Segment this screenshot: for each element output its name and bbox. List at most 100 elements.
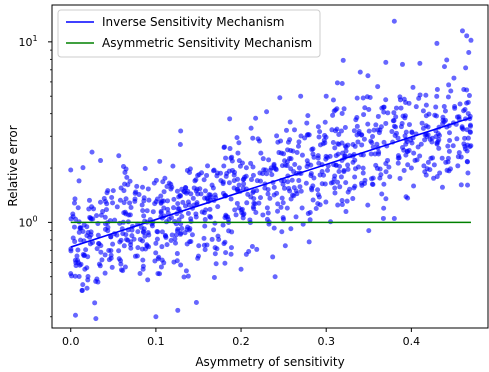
scatter-point [232,207,238,213]
scatter-point [291,169,297,175]
scatter-point [250,172,256,178]
scatter-point [417,60,423,66]
scatter-point [112,217,118,223]
scatter-point [322,119,328,125]
scatter-point [234,200,240,206]
scatter-point [238,266,244,272]
scatter-point [179,214,185,220]
scatter-point [235,176,241,182]
scatter-point [451,75,457,81]
scatter-point [355,139,361,145]
scatter-point [399,61,405,67]
scatter-point [223,155,229,161]
scatter-point [202,247,208,253]
scatter-point [391,110,397,116]
scatter-point [338,128,344,134]
scatter-point [278,204,284,210]
scatter-point [306,132,312,138]
scatter-point [153,240,159,246]
scatter-point [383,120,389,126]
scatter-point [193,214,199,220]
scatter-point [118,237,124,243]
scatter-point [467,129,473,135]
scatter-point [393,105,399,111]
scatter-point [221,144,227,150]
scatter-point [303,180,309,186]
scatter-point [264,109,270,115]
scatter-point [406,122,412,128]
scatter-point [445,143,451,149]
scatter-point [70,211,76,217]
scatter-point [459,28,465,34]
scatter-point [391,216,397,222]
scatter-point [190,195,196,201]
scatter-point [332,145,338,151]
scatter-point [168,215,174,221]
scatter-point [223,250,229,256]
scatter-point [369,176,375,182]
scatter-point [403,141,409,147]
scatter-point [322,133,328,139]
scatter-point [228,245,234,251]
scatter-point [279,229,285,235]
scatter-point [309,185,315,191]
scatter-point [365,73,371,79]
scatter-point [164,242,170,248]
scatter-point [110,200,116,206]
scatter-point [165,206,171,212]
scatter-point [345,189,351,195]
scatter-point [428,155,434,161]
scatter-point [327,153,333,159]
scatter-point [381,139,387,145]
scatter-point [159,244,165,250]
scatter-point [174,188,180,194]
scatter-point [254,246,260,252]
scatter-point [455,163,461,169]
scatter-point [80,282,86,288]
scatter-point [128,205,134,211]
scatter-point [228,251,234,257]
scatter-point [188,238,194,244]
scatter-point [257,170,263,176]
scatter-point [431,162,437,168]
scatter-point [265,187,271,193]
scatter-point [464,148,470,154]
scatter-point [267,195,273,201]
scatter-point [354,95,360,101]
scatter-point [336,168,342,174]
scatter-point [245,191,251,197]
scatter-point [461,87,467,92]
scatter-point [310,151,316,157]
scatter-point [176,217,182,223]
scatter-point [436,145,442,151]
scatter-point [72,273,78,279]
legend-box [57,9,321,58]
scatter-point [142,166,148,171]
scatter-point [70,235,76,241]
scatter-point [241,176,247,182]
scatter-point [412,157,418,163]
scatter-point [171,196,177,202]
scatter-point [434,86,440,92]
scatter-point [141,226,147,232]
scatter-point [343,209,349,215]
scatter-point [193,300,199,306]
scatter-point [175,201,181,207]
scatter-point [154,196,160,202]
scatter-point [290,148,296,154]
scatter-point [381,181,387,187]
scatter-point [419,120,425,126]
scatter-point [340,57,346,63]
scatter-point [244,200,250,206]
scatter-point [207,192,213,198]
scatter-point [202,195,208,201]
scatter-point [462,135,468,141]
scatter-point [93,316,99,322]
scatter-point [210,185,216,191]
scatter-point [168,186,174,192]
scatter-point [433,104,439,110]
scatter-point [323,156,329,162]
scatter-point [256,200,262,206]
scatter-point [442,108,448,114]
scatter-point [410,84,416,90]
